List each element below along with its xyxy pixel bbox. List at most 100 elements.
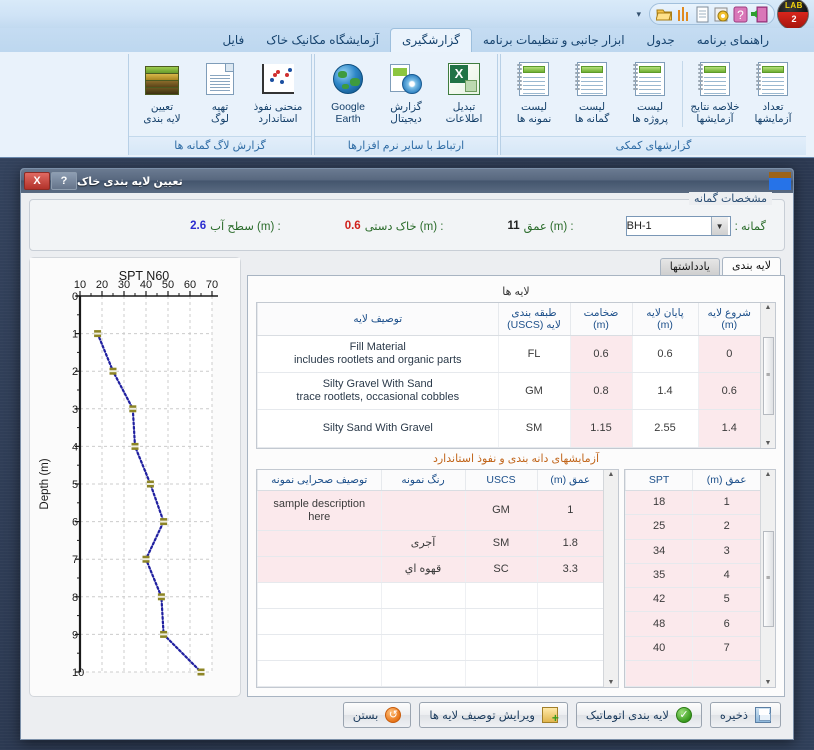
svg-text:0: 0 bbox=[72, 291, 78, 303]
close-button[interactable]: X bbox=[24, 172, 50, 190]
open-folder-icon[interactable] bbox=[655, 6, 673, 23]
tab-notes[interactable]: یادداشتها bbox=[659, 258, 720, 275]
borehole-combobox[interactable]: ▼ BH-1 bbox=[625, 216, 731, 236]
ribbon-button-borehole-list[interactable]: لیست گمانه ها bbox=[563, 57, 621, 125]
document-icon[interactable] bbox=[694, 6, 711, 23]
ribbon-button-define-layering[interactable]: تعیین لایه بندی bbox=[133, 57, 191, 125]
table-row[interactable] bbox=[257, 582, 603, 609]
ribbon-tab-reporting[interactable]: گزارشگیری bbox=[390, 28, 472, 52]
table-row[interactable]: 1 18 bbox=[624, 490, 760, 516]
scroll-down-icon[interactable]: ▼ bbox=[764, 679, 772, 686]
col-layer-uscs[interactable]: طبقه بندی لایه (USCS) bbox=[497, 303, 570, 336]
settings-gear-icon[interactable] bbox=[713, 6, 730, 23]
table-row[interactable] bbox=[624, 660, 760, 687]
table-row[interactable]: 4 35 bbox=[624, 563, 760, 589]
edit-layer-descriptions-button[interactable]: ویرایش توصیف لایه ها bbox=[419, 702, 568, 728]
cell-layer-description: Fill Material includes rootlets and orga… bbox=[257, 335, 498, 373]
scroll-down-icon[interactable]: ▼ bbox=[607, 679, 615, 686]
table-row[interactable]: 3.3 SC قهوه اي bbox=[257, 556, 603, 583]
layers-grid-scrollbar[interactable]: ▲ ≡ ▼ bbox=[760, 303, 775, 448]
col-sample-uscs[interactable]: USCS bbox=[464, 470, 537, 491]
cell-sample-depth: 1.8 bbox=[536, 530, 603, 558]
cell-spt-value: 40 bbox=[624, 636, 693, 662]
table-row[interactable]: 5 42 bbox=[624, 587, 760, 613]
depth-value: 11 bbox=[507, 220, 520, 232]
borehole-label: گمانه : bbox=[734, 221, 766, 233]
ribbon-button-test-summary[interactable]: خلاصه نتایج آزمایشها bbox=[686, 57, 744, 125]
auto-layering-button[interactable]: ✓ لایه بندی اتوماتیک bbox=[575, 702, 702, 728]
ribbon-button-label: لیست گمانه ها bbox=[574, 101, 610, 125]
ribbon-button-spt-curve[interactable]: منحنی نفوذ استاندارد bbox=[249, 57, 307, 125]
table-row[interactable]: 7 40 bbox=[624, 636, 760, 662]
svg-text:4: 4 bbox=[72, 441, 78, 453]
ribbon-button-test-count[interactable]: تعداد آزمایشها bbox=[744, 57, 802, 125]
cell-layer-start: 0 bbox=[697, 335, 760, 373]
cell-sample-uscs: SM bbox=[464, 530, 537, 558]
scroll-down-icon[interactable]: ▼ bbox=[764, 440, 772, 447]
cell-layer-end: 1.4 bbox=[631, 372, 698, 410]
chart-bars-icon[interactable] bbox=[675, 6, 692, 23]
ribbon-tab-table[interactable]: جدول bbox=[646, 33, 675, 47]
ribbon-tab-tools[interactable]: ابزار جانبی و تنظیمات برنامه bbox=[482, 33, 625, 47]
cell-layer-thickness: 1.15 bbox=[569, 409, 632, 448]
excel-export-icon: X bbox=[448, 59, 480, 99]
scroll-thumb[interactable]: ≡ bbox=[762, 530, 774, 627]
ribbon-button-project-list[interactable]: لیست پروژه ها bbox=[621, 57, 679, 125]
table-row[interactable]: 1 GM sample description here bbox=[257, 490, 603, 532]
table-row[interactable]: 6 48 bbox=[624, 611, 760, 637]
qat-overflow-caret[interactable]: ▾ bbox=[636, 8, 641, 19]
layers-table: شروع لایه (m) پایان لایه (m) ضخامت (m) ط… bbox=[257, 303, 760, 448]
save-button[interactable]: ذخیره bbox=[709, 702, 781, 728]
cell-layer-end: 0.6 bbox=[631, 335, 698, 373]
ribbon-tab-help[interactable]: راهنمای برنامه bbox=[696, 33, 769, 47]
ribbon-button-convert-data[interactable]: X تبدیل اطلاعات bbox=[435, 57, 493, 125]
table-row[interactable]: 1.4 2.55 1.15 SM Silty Sand With Gravel bbox=[257, 409, 760, 448]
table-row[interactable] bbox=[257, 660, 603, 687]
col-spt-value[interactable]: SPT bbox=[624, 470, 693, 491]
scroll-up-icon[interactable]: ▲ bbox=[764, 471, 772, 478]
ribbon-button-digital-report[interactable]: گزارش دیجیتال bbox=[377, 57, 435, 125]
scroll-thumb[interactable]: ≡ bbox=[762, 336, 774, 415]
ribbon-tab-file[interactable]: فایل bbox=[222, 33, 245, 47]
table-row[interactable] bbox=[257, 634, 603, 661]
cell-spt-value: 35 bbox=[624, 563, 693, 589]
help-button[interactable]: ? bbox=[51, 172, 77, 190]
table-row[interactable]: 0.6 1.4 0.8 GM Silty Gravel With Sand tr… bbox=[257, 372, 760, 410]
table-row[interactable]: 2 25 bbox=[624, 514, 760, 540]
sample-grid: ▲ ▼ عمق (m) USCS bbox=[256, 469, 619, 688]
help-question-icon[interactable]: ? bbox=[732, 6, 749, 23]
handdug-label: : (m) خاک دستی bbox=[364, 221, 444, 233]
svg-text:5: 5 bbox=[72, 479, 78, 491]
col-layer-thickness[interactable]: ضخامت (m) bbox=[569, 303, 632, 336]
scroll-up-icon[interactable]: ▲ bbox=[607, 471, 615, 478]
app-logo[interactable]: LAB 2 bbox=[777, 0, 809, 30]
col-sample-description[interactable]: توصیف صحرایی نمونه bbox=[257, 470, 381, 491]
table-row[interactable]: 3 34 bbox=[624, 539, 760, 564]
scroll-up-icon[interactable]: ▲ bbox=[764, 304, 772, 311]
cell-sample-color bbox=[380, 490, 465, 532]
col-sample-depth[interactable]: عمق (m) bbox=[536, 470, 603, 491]
exit-door-icon[interactable] bbox=[751, 6, 768, 23]
spt-grid-scrollbar[interactable]: ▲ ≡ ▼ bbox=[760, 470, 775, 687]
table-row[interactable]: 1.8 SM آجری bbox=[257, 530, 603, 558]
col-sample-color[interactable]: رنگ نمونه bbox=[380, 470, 465, 491]
col-layer-start[interactable]: شروع لایه (m) bbox=[697, 303, 760, 336]
col-layer-end[interactable]: پایان لایه (m) bbox=[631, 303, 698, 336]
table-row[interactable]: 0 0.6 0.6 FL Fill Material includes root… bbox=[257, 335, 760, 373]
dialog-titlebar[interactable]: تعیین لایه بندی خاک ? X bbox=[21, 169, 793, 193]
sample-grid-scrollbar[interactable]: ▲ ▼ bbox=[603, 470, 618, 687]
borehole-selected-value: BH-1 bbox=[626, 220, 652, 232]
col-spt-depth[interactable]: عمق (m) bbox=[692, 470, 760, 491]
auto-layering-button-label: لایه بندی اتوماتیک bbox=[585, 710, 669, 722]
col-layer-description[interactable]: توصیف لایه bbox=[257, 303, 498, 336]
ribbon-button-sample-list[interactable]: لیست نمونه ها bbox=[505, 57, 563, 125]
close-dialog-button[interactable]: ↺ بستن bbox=[342, 702, 412, 728]
ribbon-separator bbox=[682, 61, 683, 127]
ribbon-group-auxiliary-reports: تعداد آزمایشها خلاصه نتایج آزمایشها bbox=[500, 54, 806, 155]
table-row[interactable] bbox=[257, 608, 603, 635]
ribbon-tab-soilmech-lab[interactable]: آزمایشگاه مکانیک خاک bbox=[266, 33, 380, 47]
ribbon-button-prepare-log[interactable]: تهیه لوگ bbox=[191, 57, 249, 125]
tab-layering[interactable]: لایه بندی bbox=[721, 257, 781, 275]
ribbon-button-google-earth[interactable]: Google Earth bbox=[319, 57, 377, 125]
svg-text:30: 30 bbox=[118, 279, 130, 291]
